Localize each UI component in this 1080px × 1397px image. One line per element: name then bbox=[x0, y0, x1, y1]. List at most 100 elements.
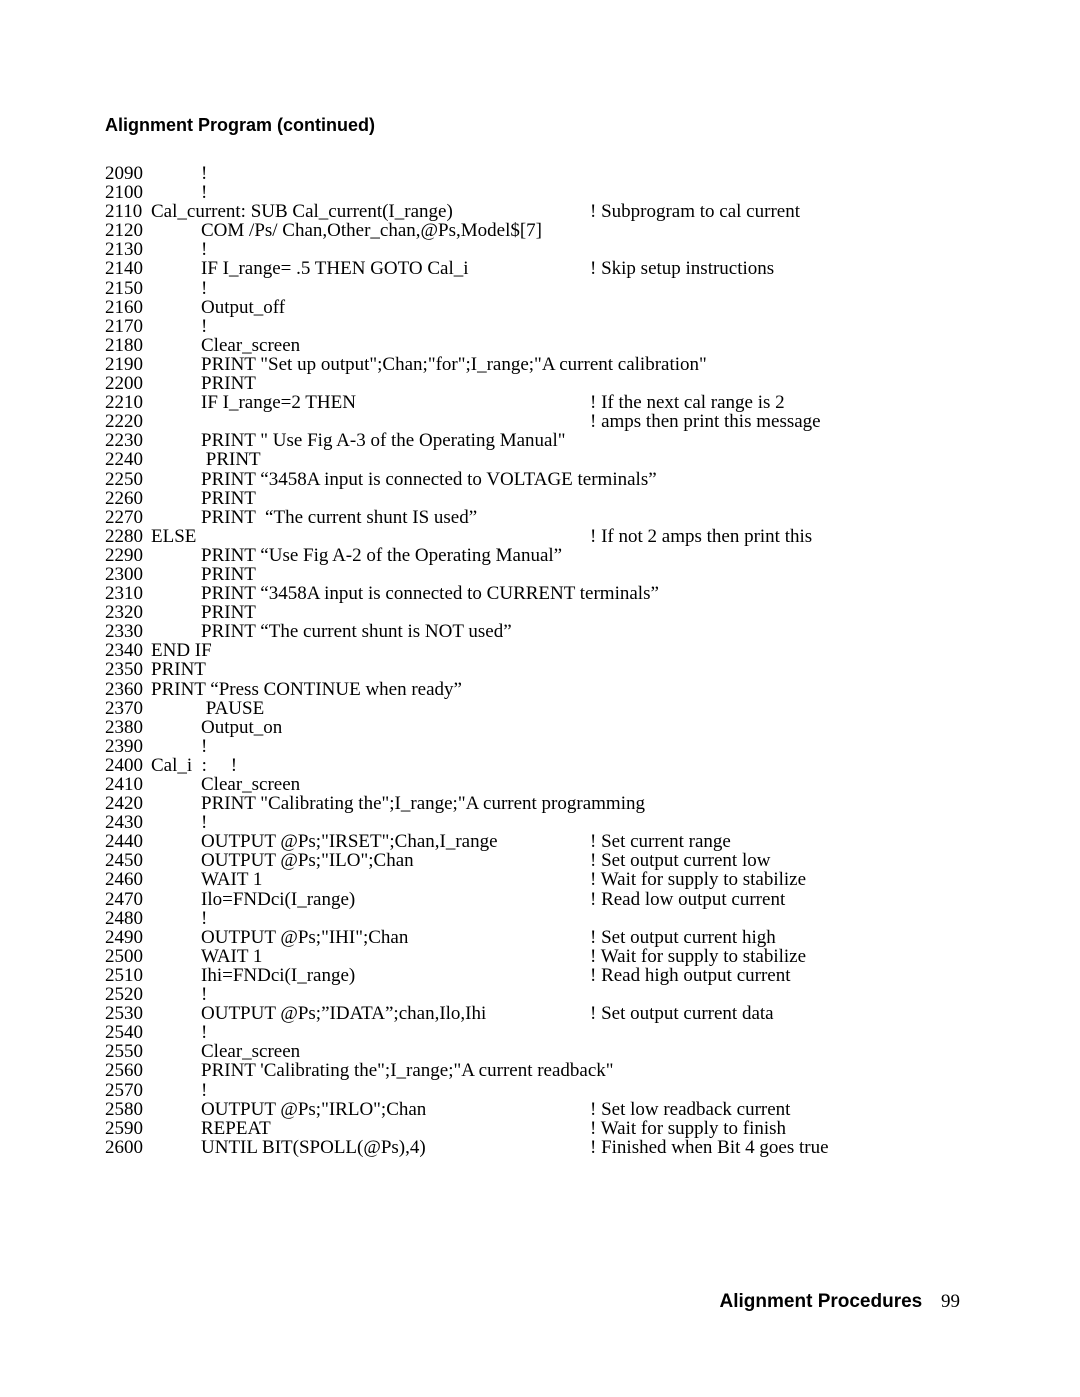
line-number: 2600 bbox=[105, 1138, 151, 1157]
statement: Clear_screen bbox=[151, 1042, 300, 1061]
code-line: 2110 Cal_current: SUB Cal_current(I_rang… bbox=[105, 202, 975, 221]
code-line: 2590 REPEAT! Wait for supply to finish bbox=[105, 1119, 975, 1138]
line-number: 2120 bbox=[105, 221, 151, 240]
statement: WAIT 1 bbox=[151, 947, 262, 966]
code-line: 2290 PRINT “Use Fig A-2 of the Operating… bbox=[105, 546, 975, 565]
code-line: 2240 PRINT bbox=[105, 450, 975, 469]
code-line: 2220 ! amps then print this message bbox=[105, 412, 975, 431]
code-line: 2180 Clear_screen bbox=[105, 336, 975, 355]
statement: ! bbox=[151, 985, 207, 1004]
code-line: 2520 ! bbox=[105, 985, 975, 1004]
code-line: 2120 COM /Ps/ Chan,Other_chan,@Ps,Model$… bbox=[105, 221, 975, 240]
line-number: 2310 bbox=[105, 584, 151, 603]
statement: ! bbox=[151, 909, 207, 928]
line-number: 2570 bbox=[105, 1081, 151, 1100]
statement: PRINT bbox=[151, 660, 206, 679]
comment: ! Read high output current bbox=[590, 966, 791, 985]
line-number: 2400 bbox=[105, 756, 151, 775]
line-number: 2220 bbox=[105, 412, 151, 431]
line-number: 2540 bbox=[105, 1023, 151, 1042]
code-line: 2310 PRINT “3458A input is connected to … bbox=[105, 584, 975, 603]
code-line: 2560 PRINT 'Calibrating the";I_range;"A … bbox=[105, 1061, 975, 1080]
comment: ! Set current range bbox=[590, 832, 731, 851]
code-line: 2250 PRINT “3458A input is connected to … bbox=[105, 470, 975, 489]
code-line: 2510 Ihi=FNDci(I_range)! Read high outpu… bbox=[105, 966, 975, 985]
line-number: 2320 bbox=[105, 603, 151, 622]
line-number: 2270 bbox=[105, 508, 151, 527]
comment: ! Set low readback current bbox=[590, 1100, 790, 1119]
code-line: 2440 OUTPUT @Ps;"IRSET";Chan,I_range! Se… bbox=[105, 832, 975, 851]
statement: IF I_range= .5 THEN GOTO Cal_i bbox=[151, 259, 469, 278]
line-number: 2140 bbox=[105, 259, 151, 278]
code-line: 2380 Output_on bbox=[105, 718, 975, 737]
code-line: 2170 ! bbox=[105, 317, 975, 336]
code-line: 2550 Clear_screen bbox=[105, 1042, 975, 1061]
statement: PRINT "Calibrating the";I_range;"A curre… bbox=[151, 794, 645, 813]
statement: COM /Ps/ Chan,Other_chan,@Ps,Model$[7] bbox=[151, 221, 542, 240]
statement: UNTIL BIT(SPOLL(@Ps),4) bbox=[151, 1138, 426, 1157]
line-number: 2300 bbox=[105, 565, 151, 584]
statement: Ilo=FNDci(I_range) bbox=[151, 890, 355, 909]
statement: PRINT bbox=[151, 565, 256, 584]
line-number: 2330 bbox=[105, 622, 151, 641]
line-number: 2510 bbox=[105, 966, 151, 985]
code-line: 2100 ! bbox=[105, 183, 975, 202]
statement: Clear_screen bbox=[151, 775, 300, 794]
line-number: 2490 bbox=[105, 928, 151, 947]
line-number: 2390 bbox=[105, 737, 151, 756]
statement: PRINT “The current shunt IS used” bbox=[151, 508, 477, 527]
statement: Cal_current: SUB Cal_current(I_range) bbox=[151, 202, 453, 221]
code-line: 2460 WAIT 1! Wait for supply to stabiliz… bbox=[105, 870, 975, 889]
comment: ! Set output current low bbox=[590, 851, 770, 870]
line-number: 2210 bbox=[105, 393, 151, 412]
statement: OUTPUT @Ps;"IRLO";Chan bbox=[151, 1100, 426, 1119]
line-number: 2450 bbox=[105, 851, 151, 870]
statement: END IF bbox=[151, 641, 212, 660]
line-number: 2230 bbox=[105, 431, 151, 450]
statement: ! bbox=[151, 317, 207, 336]
code-line: 2490 OUTPUT @Ps;"IHI";Chan! Set output c… bbox=[105, 928, 975, 947]
statement: PRINT bbox=[151, 374, 256, 393]
comment: ! amps then print this message bbox=[590, 412, 821, 431]
statement: PRINT bbox=[151, 450, 261, 469]
line-number: 2410 bbox=[105, 775, 151, 794]
statement: ! bbox=[151, 279, 207, 298]
code-line: 2600 UNTIL BIT(SPOLL(@Ps),4)! Finished w… bbox=[105, 1138, 975, 1157]
comment: ! Set output current high bbox=[590, 928, 776, 947]
code-listing: 2090 !2100 !2110 Cal_current: SUB Cal_cu… bbox=[105, 164, 975, 1157]
code-line: 2160 Output_off bbox=[105, 298, 975, 317]
line-number: 2580 bbox=[105, 1100, 151, 1119]
code-line: 2200 PRINT bbox=[105, 374, 975, 393]
code-line: 2360 PRINT “Press CONTINUE when ready” bbox=[105, 680, 975, 699]
line-number: 2150 bbox=[105, 279, 151, 298]
statement: Clear_screen bbox=[151, 336, 300, 355]
page-footer: Alignment Procedures 99 bbox=[720, 1291, 960, 1313]
statement: PRINT bbox=[151, 489, 256, 508]
line-number: 2500 bbox=[105, 947, 151, 966]
comment: ! Read low output current bbox=[590, 890, 785, 909]
line-number: 2480 bbox=[105, 909, 151, 928]
comment: ! Wait for supply to stabilize bbox=[590, 947, 806, 966]
statement: PRINT “Use Fig A-2 of the Operating Manu… bbox=[151, 546, 562, 565]
comment: ! If the next cal range is 2 bbox=[590, 393, 785, 412]
line-number: 2420 bbox=[105, 794, 151, 813]
code-line: 2130 ! bbox=[105, 240, 975, 259]
line-number: 2160 bbox=[105, 298, 151, 317]
code-line: 2450 OUTPUT @Ps;"ILO";Chan! Set output c… bbox=[105, 851, 975, 870]
line-number: 2290 bbox=[105, 546, 151, 565]
code-line: 2500 WAIT 1 ! Wait for supply to stabiliz… bbox=[105, 947, 975, 966]
statement: ! bbox=[151, 183, 207, 202]
line-number: 2460 bbox=[105, 870, 151, 889]
line-number: 2240 bbox=[105, 450, 151, 469]
line-number: 2360 bbox=[105, 680, 151, 699]
code-line: 2390 ! bbox=[105, 737, 975, 756]
statement: PRINT " Use Fig A-3 of the Operating Man… bbox=[151, 431, 566, 450]
line-number: 2110 bbox=[105, 202, 151, 221]
line-number: 2090 bbox=[105, 164, 151, 183]
comment: ! Set output current data bbox=[590, 1004, 774, 1023]
code-line: 2190 PRINT "Set up output";Chan;"for";I_… bbox=[105, 355, 975, 374]
code-line: 2150 ! bbox=[105, 279, 975, 298]
line-number: 2470 bbox=[105, 890, 151, 909]
code-line: 2410 Clear_screen bbox=[105, 775, 975, 794]
line-number: 2340 bbox=[105, 641, 151, 660]
